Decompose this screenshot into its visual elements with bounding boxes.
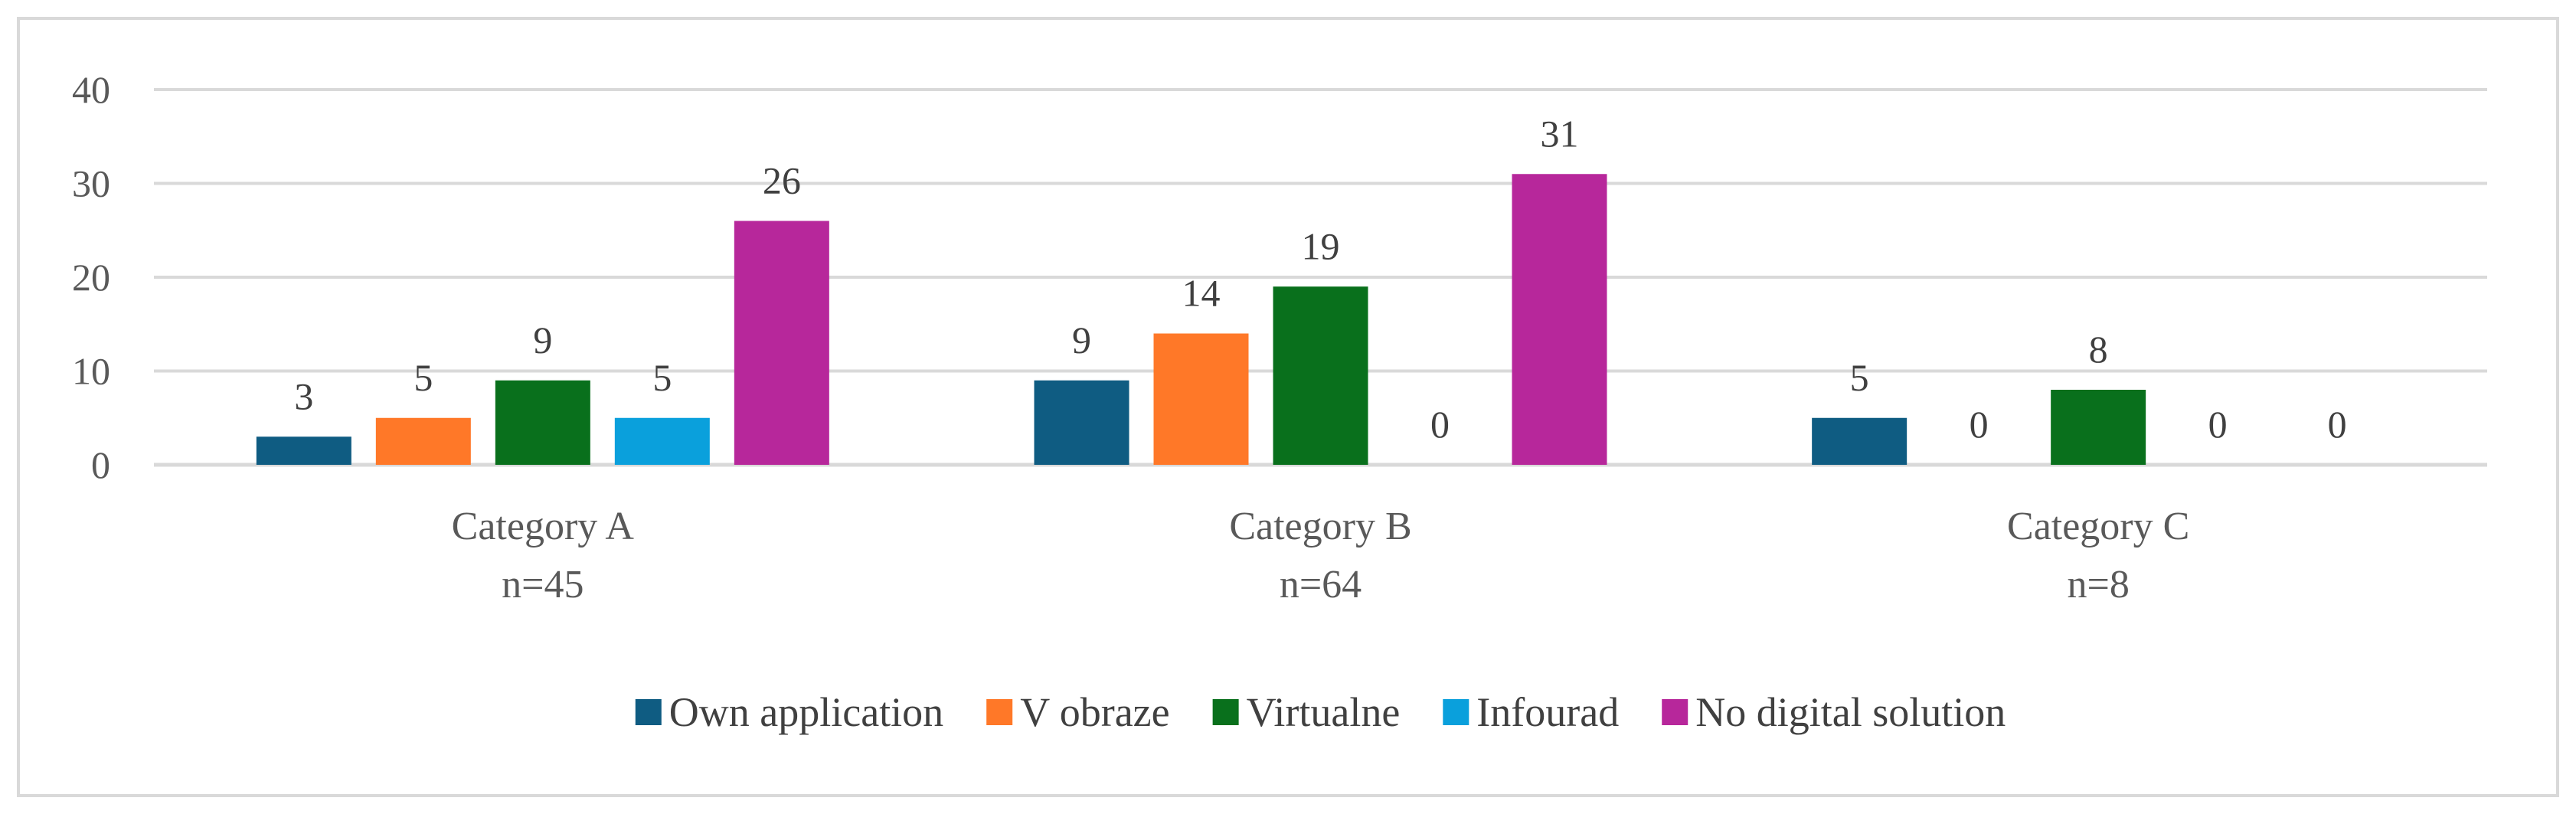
bar — [375, 417, 471, 465]
legend-swatch — [635, 699, 662, 725]
bar-chart: 0 10 20 30 40 3 5 9 5 26 9 14 19 0 31 5 0 8 0 0 Category A… — [72, 68, 2487, 735]
bar — [1812, 417, 1907, 465]
bar — [734, 221, 829, 465]
legend-swatch — [986, 699, 1013, 725]
bar — [2051, 390, 2146, 465]
y-tick-label: 40 — [72, 68, 110, 111]
data-label: 3 — [294, 374, 313, 417]
data-label: 8 — [2089, 328, 2108, 371]
bar — [614, 417, 710, 465]
y-tick-label: 10 — [72, 350, 110, 393]
data-label: 0 — [1970, 403, 1989, 446]
data-label: 19 — [1302, 224, 1340, 267]
data-labels: 3 5 9 5 26 9 14 19 0 31 5 0 8 0 0 — [294, 112, 2346, 446]
legend-label: No digital solution — [1695, 689, 2006, 735]
bar — [1512, 174, 1607, 465]
bar — [1273, 286, 1368, 465]
data-label: 0 — [2208, 403, 2228, 446]
legend-item[interactable]: Infourad — [1443, 689, 1619, 735]
category-label: n=8 — [2068, 563, 2130, 606]
x-axis-categories: Category A n=45 Category B n=64 Category C n=… — [452, 505, 2190, 606]
legend-label: Own application — [669, 689, 943, 735]
data-label: 0 — [1430, 403, 1450, 446]
data-label: 31 — [1541, 112, 1579, 155]
category-label: n=45 — [502, 563, 584, 606]
category-label: n=64 — [1280, 563, 1362, 606]
bar — [495, 380, 590, 465]
legend-label: V obraze — [1020, 689, 1169, 735]
data-label: 14 — [1182, 272, 1221, 315]
category-label: Category B — [1229, 505, 1411, 548]
data-label: 9 — [533, 319, 552, 361]
data-label: 5 — [652, 356, 672, 399]
category-label: Category A — [452, 505, 635, 548]
legend-label: Infourad — [1476, 689, 1619, 735]
bar — [1153, 333, 1249, 465]
legend-item[interactable]: Virtualne — [1212, 689, 1401, 735]
bar — [1034, 380, 1129, 465]
legend-swatch — [1662, 699, 1688, 725]
data-label: 0 — [2328, 403, 2347, 446]
y-tick-label: 0 — [91, 443, 110, 486]
legend-label: Virtualne — [1247, 689, 1401, 735]
legend-swatch — [1443, 699, 1469, 725]
legend-item[interactable]: Own application — [635, 689, 943, 735]
legend[interactable]: Own application V obraze Virtualne Infourad… — [635, 689, 2006, 735]
data-label: 26 — [763, 159, 801, 202]
y-tick-label: 20 — [72, 256, 110, 299]
category-label: Category C — [2007, 505, 2189, 548]
bar — [256, 436, 351, 465]
data-label: 5 — [414, 356, 433, 399]
legend-item[interactable]: No digital solution — [1662, 689, 2006, 735]
data-label: 5 — [1850, 356, 1869, 399]
bars — [256, 174, 2146, 465]
data-label: 9 — [1072, 319, 1091, 361]
legend-swatch — [1212, 699, 1239, 725]
y-axis-ticks: 0 10 20 30 40 — [72, 68, 110, 486]
legend-item[interactable]: V obraze — [986, 689, 1170, 735]
chart-frame: 0 10 20 30 40 3 5 9 5 26 9 14 19 0 31 5 0 8 0 0 Category A… — [17, 17, 2559, 797]
y-tick-label: 30 — [72, 162, 110, 205]
